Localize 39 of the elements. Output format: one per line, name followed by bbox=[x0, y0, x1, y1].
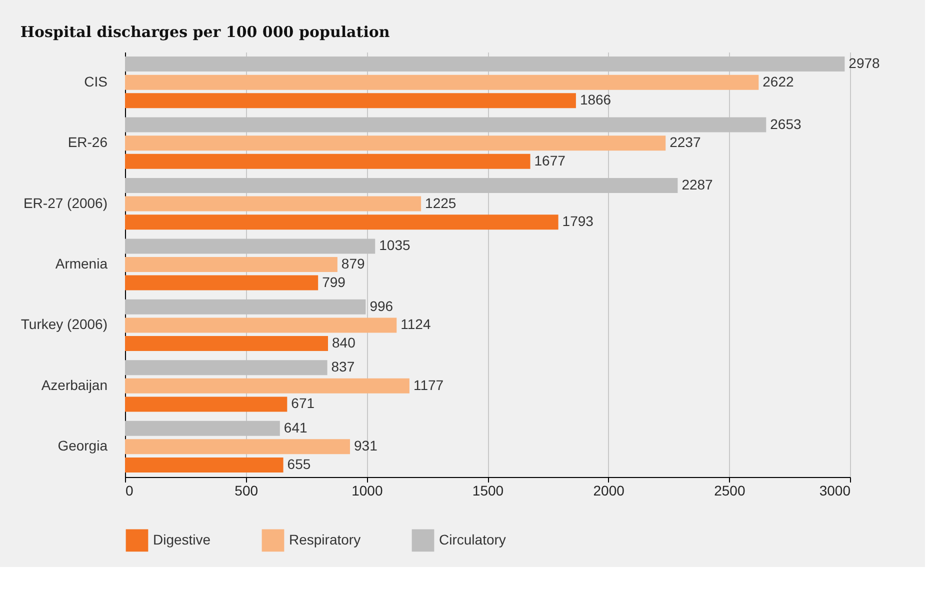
chart-title: Hospital discharges per 100 000 population bbox=[20, 23, 390, 41]
y-tick-label: ER-27 (2006) bbox=[23, 194, 108, 211]
x-tick-label: 2000 bbox=[593, 482, 625, 498]
data-label: 2622 bbox=[762, 73, 794, 90]
data-label: 799 bbox=[322, 274, 346, 290]
data-label: 879 bbox=[341, 256, 365, 272]
x-tick-label: 3000 bbox=[819, 482, 851, 498]
data-label: 671 bbox=[291, 395, 315, 412]
data-label: 1677 bbox=[534, 152, 566, 168]
y-tick-label: Georgia bbox=[58, 438, 108, 454]
data-label: 2237 bbox=[670, 134, 701, 150]
x-tick-label: 0 bbox=[126, 482, 134, 498]
data-label: 837 bbox=[331, 358, 355, 375]
y-tick-label: Azerbaijan bbox=[41, 376, 108, 393]
legend-label: Digestive bbox=[153, 531, 211, 548]
data-label: 1035 bbox=[379, 237, 410, 254]
data-label: 1866 bbox=[580, 92, 612, 108]
data-label: 996 bbox=[370, 298, 394, 314]
data-label: 2287 bbox=[682, 176, 714, 192]
legend-label: Circulatory bbox=[439, 531, 506, 548]
data-label: 2653 bbox=[770, 116, 802, 132]
data-label: 2978 bbox=[848, 55, 880, 72]
data-label: 655 bbox=[287, 456, 311, 472]
y-tick-label: Armenia bbox=[55, 256, 108, 272]
y-tick-label: Turkey (2006) bbox=[20, 316, 108, 332]
data-label: 1793 bbox=[562, 213, 594, 230]
x-tick-label: 2500 bbox=[714, 482, 746, 498]
x-tick-label: 1000 bbox=[352, 482, 383, 498]
x-tick-label: 500 bbox=[234, 482, 258, 498]
x-tick-label: 1500 bbox=[472, 482, 504, 498]
data-label: 840 bbox=[332, 334, 356, 351]
legend-label: Respiratory bbox=[289, 531, 361, 548]
y-tick-label: CIS bbox=[84, 73, 108, 90]
y-tick-label: ER-26 bbox=[68, 134, 108, 150]
data-label: 641 bbox=[284, 419, 308, 436]
data-label: 1124 bbox=[400, 316, 431, 332]
data-label: 1225 bbox=[425, 194, 456, 211]
data-label: 1177 bbox=[413, 376, 444, 393]
data-label: 931 bbox=[354, 438, 378, 454]
